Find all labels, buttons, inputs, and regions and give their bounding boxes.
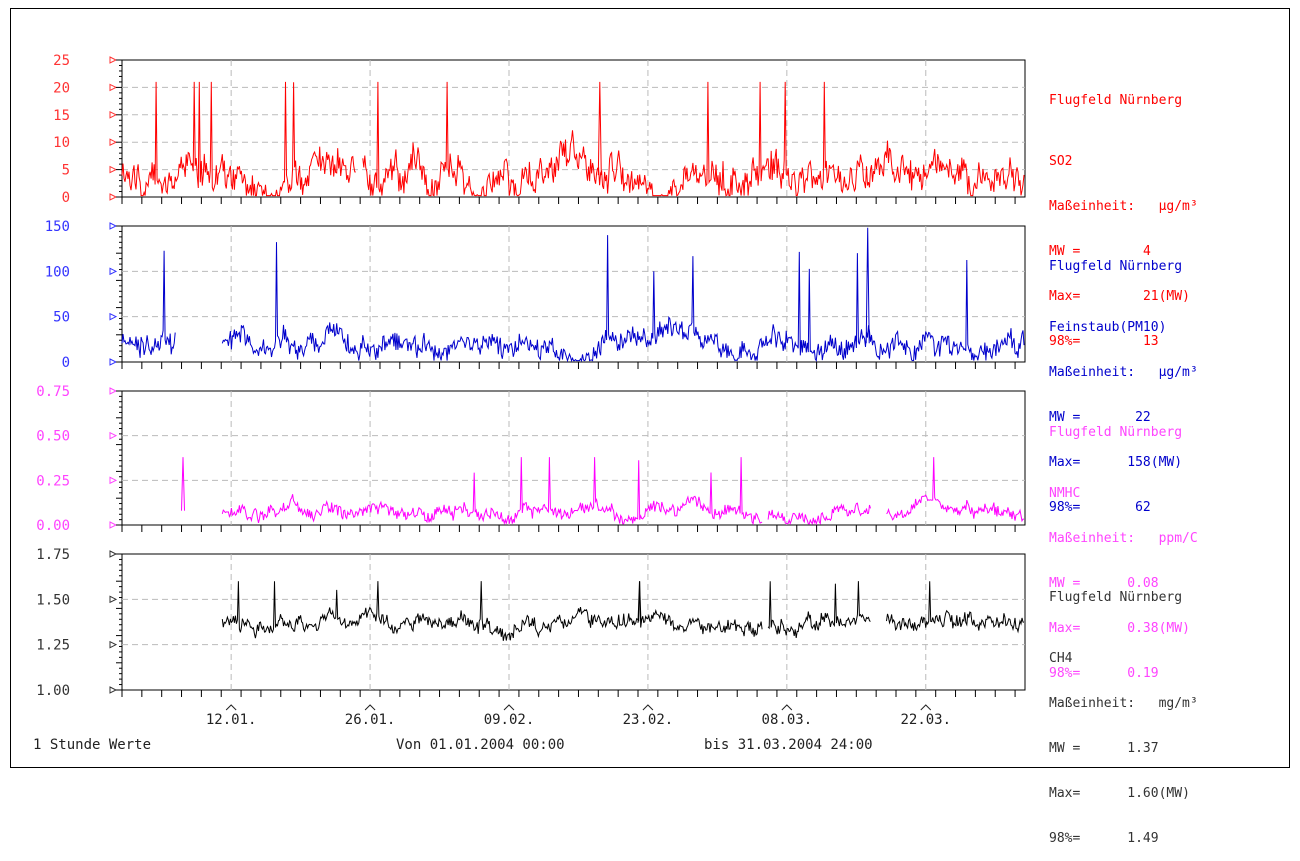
x-tick-label: 22.03. bbox=[900, 712, 951, 728]
stat-98: 98%= 13 bbox=[1049, 334, 1159, 349]
y-tick-marker bbox=[109, 686, 118, 694]
y-tick-marker bbox=[109, 165, 118, 174]
series-line-feinstaub-pm10- bbox=[121, 227, 1025, 363]
station-title: Flugfeld Nürnberg bbox=[1049, 93, 1183, 108]
panel-frame bbox=[121, 390, 1026, 526]
x-tick-label: 08.03. bbox=[762, 712, 813, 728]
y-tick-marker bbox=[109, 358, 118, 366]
series-name: NMHC bbox=[1049, 486, 1081, 501]
stat-max: Max= 21(MW) bbox=[1049, 289, 1190, 304]
y-tick-marker bbox=[109, 267, 118, 276]
stat-max: Max= 0.38(MW) bbox=[1049, 621, 1190, 636]
y-tick-label: 0 bbox=[62, 355, 70, 371]
y-tick-label: 1.50 bbox=[36, 592, 70, 608]
x-caret-mark bbox=[642, 704, 654, 711]
series-line-nmhc bbox=[181, 457, 1024, 526]
unit-row: Maßeinheit: mg/m³ bbox=[1049, 696, 1198, 711]
y-tick-label: 0.00 bbox=[36, 518, 70, 534]
footer-from: Von 01.01.2004 00:00 bbox=[396, 737, 565, 753]
series-line-so2 bbox=[121, 81, 1025, 197]
series-line-ch4 bbox=[221, 581, 1025, 641]
footer-to: bis 31.03.2004 24:00 bbox=[704, 737, 873, 753]
panel-frame bbox=[121, 59, 1026, 198]
y-tick-label: 1.00 bbox=[36, 683, 70, 699]
y-tick-label: 15 bbox=[53, 108, 70, 124]
y-tick-label: 5 bbox=[62, 163, 70, 179]
station-title: Flugfeld Nürnberg bbox=[1049, 425, 1183, 440]
y-tick-marker bbox=[109, 640, 118, 649]
stat-max: Max= 158(MW) bbox=[1049, 455, 1183, 470]
y-tick-label: 1.25 bbox=[36, 638, 70, 654]
stat-mw: MW = 1.37 bbox=[1049, 741, 1159, 756]
series-name: CH4 bbox=[1049, 651, 1073, 666]
y-tick-marker bbox=[109, 550, 118, 558]
info-pm10: Flugfeld Nürnberg Feinstaub(PM10) Maßein… bbox=[1049, 229, 1198, 530]
y-tick-marker bbox=[109, 193, 118, 201]
y-tick-marker bbox=[109, 312, 118, 321]
x-tick-label: 26.01. bbox=[345, 712, 396, 728]
y-tick-marker bbox=[109, 110, 118, 119]
y-tick-label: 0.75 bbox=[36, 384, 70, 400]
stat-98: 98%= 1.49 bbox=[1049, 831, 1159, 846]
y-tick-marker bbox=[109, 138, 118, 147]
station-title: Flugfeld Nürnberg bbox=[1049, 259, 1183, 274]
y-tick-label: 0.25 bbox=[36, 473, 70, 489]
info-nmhc: Flugfeld Nürnberg NMHC Maßeinheit: ppm/C… bbox=[1049, 395, 1198, 696]
y-tick-marker bbox=[109, 387, 118, 395]
y-tick-marker bbox=[109, 431, 118, 440]
x-caret-mark bbox=[920, 704, 932, 711]
y-tick-label: 150 bbox=[45, 219, 70, 235]
y-tick-marker bbox=[109, 56, 118, 64]
x-tick-label: 09.02. bbox=[484, 712, 535, 728]
y-tick-marker bbox=[109, 476, 118, 485]
stat-mw: MW = 0.08 bbox=[1049, 576, 1159, 591]
footer-interval: 1 Stunde Werte bbox=[33, 737, 152, 753]
series-name: SO2 bbox=[1049, 154, 1073, 169]
y-tick-marker bbox=[109, 595, 118, 604]
info-ch4: Flugfeld Nürnberg CH4 Maßeinheit: mg/m³ … bbox=[1049, 560, 1198, 861]
x-caret-mark bbox=[364, 704, 376, 711]
y-tick-marker bbox=[109, 83, 118, 92]
y-tick-label: 10 bbox=[53, 135, 70, 151]
y-tick-label: 0 bbox=[62, 190, 70, 206]
y-tick-marker bbox=[109, 222, 118, 230]
y-tick-label: 0.50 bbox=[36, 429, 70, 445]
x-caret-mark bbox=[781, 704, 793, 711]
x-caret-mark bbox=[225, 704, 237, 711]
y-tick-label: 25 bbox=[53, 53, 70, 69]
x-caret-mark bbox=[503, 704, 515, 711]
stat-98: 98%= 62 bbox=[1049, 500, 1151, 515]
panel-frame bbox=[121, 225, 1026, 363]
stat-mw: MW = 4 bbox=[1049, 244, 1151, 259]
y-tick-label: 100 bbox=[45, 264, 70, 280]
series-name: Feinstaub(PM10) bbox=[1049, 320, 1167, 335]
unit-row: Maßeinheit: µg/m³ bbox=[1049, 199, 1198, 214]
stat-mw: MW = 22 bbox=[1049, 410, 1151, 425]
y-tick-label: 50 bbox=[53, 310, 70, 326]
x-tick-label: 12.01. bbox=[206, 712, 257, 728]
chart-svg: 0 5 10 15 20 25 0 50 100 150 0.00 0.25 0.50 0.75 1.00 1… bbox=[36, 53, 1026, 728]
info-so2: Flugfeld Nürnberg SO2 Maßeinheit: µg/m³ … bbox=[1049, 63, 1198, 364]
y-tick-marker bbox=[109, 521, 118, 529]
panel-frame bbox=[121, 553, 1026, 691]
unit-row: Maßeinheit: µg/m³ bbox=[1049, 365, 1198, 380]
unit-row: Maßeinheit: ppm/C bbox=[1049, 531, 1198, 546]
station-title: Flugfeld Nürnberg bbox=[1049, 590, 1183, 605]
y-tick-label: 1.75 bbox=[36, 547, 70, 563]
stat-98: 98%= 0.19 bbox=[1049, 666, 1159, 681]
x-tick-label: 23.02. bbox=[623, 712, 674, 728]
y-tick-label: 20 bbox=[53, 80, 70, 96]
stat-max: Max= 1.60(MW) bbox=[1049, 786, 1190, 801]
